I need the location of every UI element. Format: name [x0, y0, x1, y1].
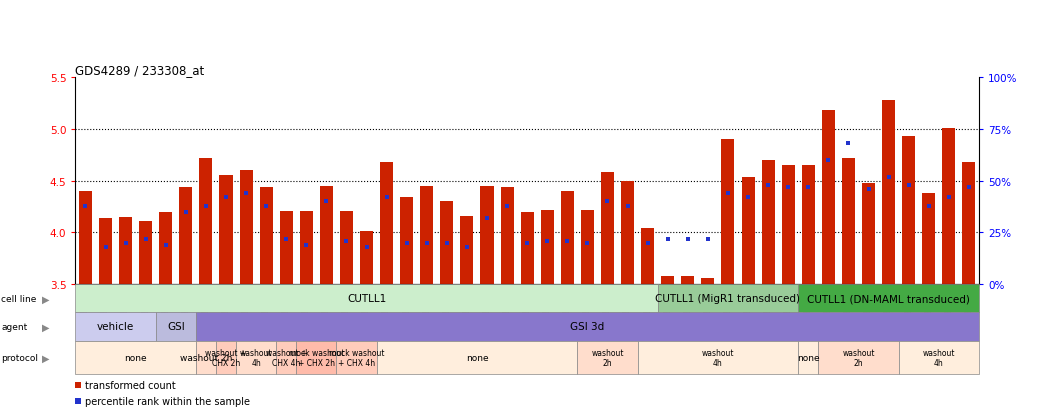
Bar — [601, 173, 614, 285]
Bar — [903, 137, 915, 285]
Text: ▶: ▶ — [42, 353, 50, 363]
Bar — [842, 159, 855, 285]
Bar — [340, 211, 353, 285]
Bar — [621, 181, 634, 285]
Bar — [139, 221, 152, 285]
Bar — [75, 341, 196, 375]
Text: mock washout
+ CHX 2h: mock washout + CHX 2h — [289, 348, 344, 367]
Text: vehicle: vehicle — [97, 322, 134, 332]
Bar — [761, 161, 775, 285]
Bar — [276, 341, 296, 375]
Text: washout
4h: washout 4h — [240, 348, 272, 367]
Bar — [196, 313, 979, 341]
Bar — [400, 198, 414, 285]
Bar — [500, 188, 514, 285]
Bar — [299, 211, 313, 285]
Bar — [741, 177, 755, 285]
Bar — [540, 210, 554, 285]
Bar — [581, 210, 594, 285]
Bar — [682, 276, 694, 285]
Bar — [441, 202, 453, 285]
Text: none: none — [797, 353, 820, 362]
Bar — [641, 229, 654, 285]
Bar — [75, 313, 156, 341]
Text: ▶: ▶ — [42, 322, 50, 332]
Bar — [319, 187, 333, 285]
Bar — [119, 217, 132, 285]
Text: washout +
CHX 2h: washout + CHX 2h — [205, 348, 247, 367]
Bar — [196, 341, 216, 375]
Bar — [822, 111, 834, 285]
Text: CUTLL1 (MigR1 transduced): CUTLL1 (MigR1 transduced) — [655, 294, 801, 304]
Text: none: none — [125, 353, 147, 362]
Text: GDS4289 / 233308_at: GDS4289 / 233308_at — [75, 64, 204, 77]
Bar — [942, 129, 955, 285]
Bar — [798, 341, 819, 375]
Text: washout +
CHX 4h: washout + CHX 4h — [266, 348, 307, 367]
Bar — [99, 218, 112, 285]
Bar — [819, 341, 898, 375]
Bar — [898, 341, 979, 375]
Bar — [577, 341, 638, 375]
Bar — [79, 192, 92, 285]
Bar — [377, 341, 577, 375]
Text: agent: agent — [1, 322, 27, 331]
Bar — [336, 341, 377, 375]
Bar — [922, 194, 935, 285]
Bar — [220, 175, 232, 285]
Text: mock washout
+ CHX 4h: mock washout + CHX 4h — [329, 348, 384, 367]
Bar — [721, 140, 735, 285]
Bar — [260, 188, 272, 285]
Text: cell line: cell line — [1, 294, 37, 303]
Bar — [862, 183, 875, 285]
Bar — [638, 341, 798, 375]
Bar — [481, 187, 493, 285]
Bar — [156, 313, 196, 341]
Bar — [216, 341, 236, 375]
Text: none: none — [466, 353, 488, 362]
Bar — [420, 187, 433, 285]
Text: ▶: ▶ — [42, 294, 50, 304]
Bar — [701, 278, 714, 285]
Bar — [360, 232, 373, 285]
Text: washout
2h: washout 2h — [842, 348, 874, 367]
Bar — [561, 192, 574, 285]
Bar — [520, 212, 534, 285]
Text: CUTLL1 (DN-MAML transduced): CUTLL1 (DN-MAML transduced) — [807, 294, 970, 304]
Bar — [658, 285, 798, 313]
Text: washout
4h: washout 4h — [922, 348, 955, 367]
Bar — [662, 276, 674, 285]
Bar — [75, 285, 658, 313]
Bar — [296, 341, 336, 375]
Text: GSI 3d: GSI 3d — [571, 322, 604, 332]
Text: washout
2h: washout 2h — [592, 348, 624, 367]
Bar — [882, 101, 895, 285]
Bar — [240, 171, 252, 285]
Bar — [962, 163, 976, 285]
Text: protocol: protocol — [1, 353, 38, 362]
Bar — [380, 163, 393, 285]
Bar — [159, 212, 173, 285]
Bar — [782, 166, 795, 285]
Bar — [199, 159, 213, 285]
Text: washout 2h: washout 2h — [180, 353, 232, 362]
Text: washout
4h: washout 4h — [701, 348, 734, 367]
Bar — [280, 211, 293, 285]
Text: GSI: GSI — [166, 322, 184, 332]
Text: CUTLL1: CUTLL1 — [347, 294, 386, 304]
Bar — [798, 285, 979, 313]
Text: transformed count: transformed count — [85, 380, 176, 390]
Bar — [802, 166, 815, 285]
Bar — [179, 188, 193, 285]
Bar — [236, 341, 276, 375]
Text: percentile rank within the sample: percentile rank within the sample — [85, 396, 250, 406]
Bar — [461, 216, 473, 285]
